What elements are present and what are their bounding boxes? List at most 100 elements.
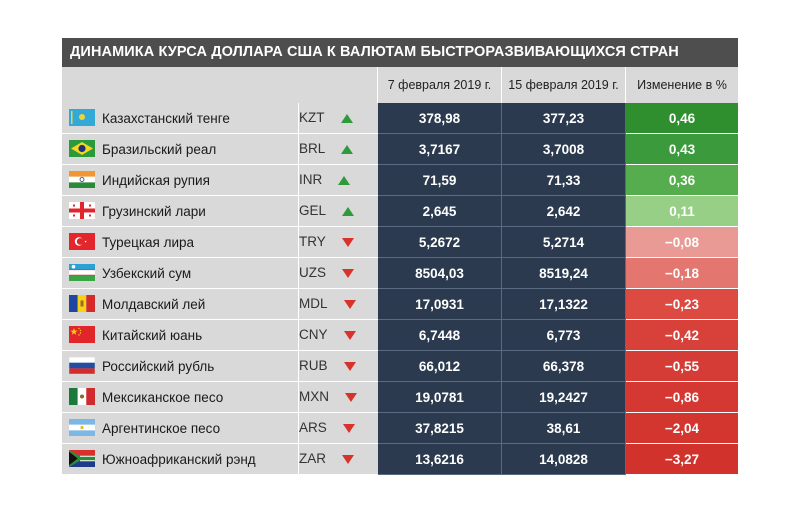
table-row: Аргентинское песо ARS 37,8215 38,61 −2,04 [62, 413, 738, 444]
header-date1: 7 февраля 2019 г. [378, 67, 502, 103]
flag-cell [62, 351, 102, 382]
currency-code-cell: KZT [298, 103, 378, 134]
currency-code-cell: TRY [298, 227, 378, 258]
rate-date2: 17,1322 [502, 289, 626, 320]
change-percent: −0,08 [626, 227, 738, 258]
currency-code-cell: UZS [298, 258, 378, 289]
south-africa-flag-icon [69, 450, 95, 468]
currency-name: Мексиканское песо [102, 382, 298, 413]
trend-down-icon [341, 235, 354, 250]
table-row: Узбекский сум UZS 8504,03 8519,24 −0,18 [62, 258, 738, 289]
currency-code: ZAR [299, 451, 326, 467]
flag-cell [62, 258, 102, 289]
rate-date2: 8519,24 [502, 258, 626, 289]
change-percent: −3,27 [626, 444, 738, 475]
header-blank [62, 67, 102, 103]
rate-date2: 2,642 [502, 196, 626, 227]
change-percent: −0,86 [626, 382, 738, 413]
currency-code-cell: RUB [298, 351, 378, 382]
flag-cell [62, 382, 102, 413]
currency-code: MXN [299, 389, 329, 405]
change-percent: −0,23 [626, 289, 738, 320]
turkey-flag-icon [69, 233, 95, 251]
currency-code-cell: MXN [298, 382, 378, 413]
trend-down-icon [342, 266, 354, 281]
currency-code-cell: ZAR [298, 444, 378, 475]
rate-date1: 6,7448 [378, 320, 502, 351]
change-percent: 0,11 [626, 196, 738, 227]
currency-code: UZS [299, 265, 326, 281]
flag-cell [62, 134, 102, 165]
trend-down-icon [343, 328, 356, 343]
currency-code-cell: BRL [298, 134, 378, 165]
currency-code: ARS [299, 420, 327, 436]
currency-name: Узбекский сум [102, 258, 298, 289]
rate-date2: 14,0828 [502, 444, 626, 475]
uzbekistan-flag-icon [69, 264, 95, 282]
rate-date2: 71,33 [502, 165, 626, 196]
table-row: Молдавский лей MDL 17,0931 17,1322 −0,23 [62, 289, 738, 320]
currency-name: Турецкая лира [102, 227, 298, 258]
trend-down-icon [343, 297, 356, 312]
flag-cell [62, 289, 102, 320]
currency-name: Бразильский реал [102, 134, 298, 165]
table-row: Турецкая лира TRY 5,2672 5,2714 −0,08 [62, 227, 738, 258]
flag-cell [62, 103, 102, 134]
currency-code: MDL [299, 296, 328, 312]
currency-name: Аргентинское песо [102, 413, 298, 444]
flag-cell [62, 413, 102, 444]
rate-date1: 71,59 [378, 165, 502, 196]
change-percent: 0,43 [626, 134, 738, 165]
currency-code-cell: ARS [298, 413, 378, 444]
table-row: Бразильский реал BRL 3,7167 3,7008 0,43 [62, 134, 738, 165]
currency-name: Китайский юань [102, 320, 298, 351]
change-percent: −0,18 [626, 258, 738, 289]
mexico-flag-icon [69, 388, 95, 406]
change-percent: −0,55 [626, 351, 738, 382]
rate-date2: 3,7008 [502, 134, 626, 165]
trend-up-icon [342, 204, 355, 219]
currency-code-cell: CNY [298, 320, 378, 351]
change-percent: −2,04 [626, 413, 738, 444]
table-row: Российский рубль RUB 66,012 66,378 −0,55 [62, 351, 738, 382]
trend-down-icon [342, 452, 354, 467]
rate-date1: 2,645 [378, 196, 502, 227]
georgia-flag-icon [69, 202, 95, 220]
table-row: Мексиканское песо MXN 19,0781 19,2427 −0,86 [62, 382, 738, 413]
rates-table: 7 февраля 2019 г. 15 февраля 2019 г. Изм… [62, 67, 738, 475]
rate-date1: 19,0781 [378, 382, 502, 413]
rate-date2: 6,773 [502, 320, 626, 351]
rate-date1: 17,0931 [378, 289, 502, 320]
change-percent: −0,42 [626, 320, 738, 351]
rate-date1: 8504,03 [378, 258, 502, 289]
rate-date1: 66,012 [378, 351, 502, 382]
trend-up-icon [341, 142, 354, 157]
currency-name: Грузинский лари [102, 196, 298, 227]
flag-cell [62, 196, 102, 227]
rate-date1: 13,6216 [378, 444, 502, 475]
rate-date2: 19,2427 [502, 382, 626, 413]
moldova-flag-icon [69, 295, 95, 313]
table-body: Казахстанский тенге KZT 378,98 377,23 0,46 Бр… [62, 103, 738, 475]
currency-name: Индийская рупия [102, 165, 298, 196]
rate-date1: 5,2672 [378, 227, 502, 258]
trend-up-icon [340, 111, 353, 126]
flag-cell [62, 320, 102, 351]
trend-up-icon [338, 173, 351, 188]
russia-flag-icon [68, 357, 96, 375]
rate-date1: 3,7167 [378, 134, 502, 165]
header-blank [298, 67, 378, 103]
flag-cell [62, 444, 102, 475]
chart-title: ДИНАМИКА КУРСА ДОЛЛАРА США К ВАЛЮТАМ БЫС… [62, 38, 738, 67]
currency-code-cell: GEL [298, 196, 378, 227]
currency-code-cell: INR [298, 165, 378, 196]
brazil-flag-icon [69, 140, 95, 158]
india-flag-icon [69, 171, 95, 189]
table-row: Китайский юань CNY 6,7448 6,773 −0,42 [62, 320, 738, 351]
change-percent: 0,46 [626, 103, 738, 134]
currency-code: INR [299, 172, 323, 188]
change-percent: 0,36 [626, 165, 738, 196]
currency-code: RUB [299, 358, 328, 374]
currency-code: CNY [299, 327, 328, 343]
rate-date1: 378,98 [378, 103, 502, 134]
